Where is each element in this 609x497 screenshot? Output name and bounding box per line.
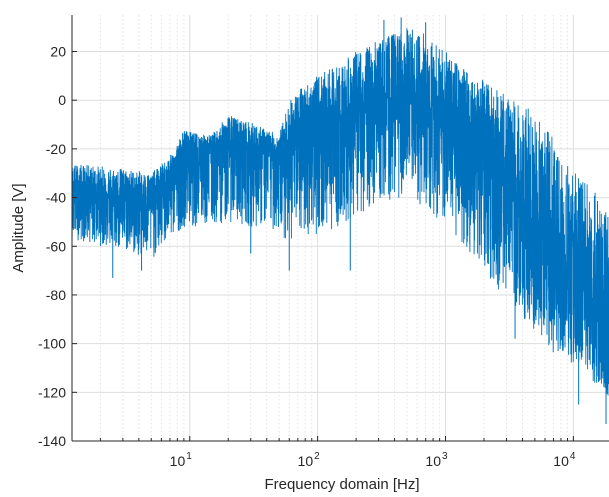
y-tick-label: -80 [46,287,66,303]
y-tick-label: -120 [38,384,66,400]
y-tick-label: -140 [38,433,66,449]
x-ticks: 101 102 103 104 [99,436,576,469]
y-axis-title: Amplitude [V] [10,183,27,272]
y-tick-label: 0 [58,92,66,108]
y-tick-label: -60 [46,238,66,254]
y-tick-label: 20 [50,44,66,60]
y-tick-label: -100 [38,336,66,352]
x-axis-title: Frequency domain [Hz] [264,476,419,493]
x-tick-label: 102 [298,451,321,469]
series-line [72,28,609,396]
x-tick-label: 104 [553,451,576,469]
y-tick-label: -40 [46,190,66,206]
y-tick-label: -20 [46,141,66,157]
series-group [72,17,609,424]
y-ticks: 20 0 -20 -40 -60 -80 -100 -120 -140 [38,44,77,449]
x-tick-label: 101 [170,451,193,469]
x-tick-label: 103 [425,451,448,469]
